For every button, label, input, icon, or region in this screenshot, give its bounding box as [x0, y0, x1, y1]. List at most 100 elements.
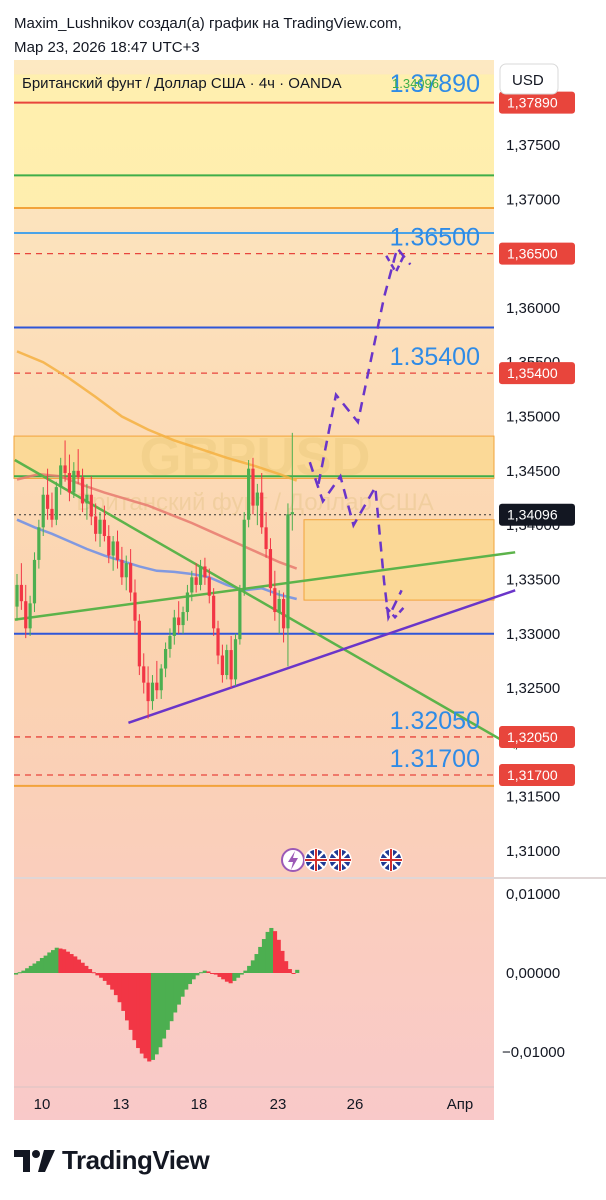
- osc-bar-21: [91, 972, 96, 974]
- candle-61: [281, 592, 286, 643]
- candle-11: [63, 440, 67, 482]
- candle-45: [212, 588, 216, 636]
- trend-line-2: [128, 589, 516, 725]
- candle-56: [260, 473, 264, 534]
- candle-14: [76, 449, 80, 484]
- osc-bar-50: [199, 972, 204, 974]
- uk-flag-icon[interactable]: [328, 848, 352, 872]
- candle-body-60: [277, 599, 281, 613]
- candle-body-15: [80, 477, 85, 504]
- candle-9: [54, 481, 58, 526]
- candle-body-10: [59, 465, 63, 488]
- candle-body-40: [190, 577, 194, 593]
- osc-bar-57: [224, 973, 229, 982]
- candle-48: [225, 644, 229, 680]
- candle-body-39: [185, 592, 190, 613]
- candle-43: [203, 557, 207, 585]
- candle-body-9: [54, 487, 58, 520]
- current-price-tag-text: 1,34096: [507, 507, 558, 523]
- osc-bar-53: [210, 973, 215, 974]
- candle-body-35: [168, 635, 172, 649]
- osc-bar-41: [165, 973, 170, 1030]
- candle-body-20: [102, 519, 106, 537]
- candle-body-48: [225, 650, 229, 676]
- candle-body-37: [177, 617, 181, 626]
- projection-arrowhead-up: [385, 255, 405, 275]
- x-tick-2: 18: [191, 1096, 208, 1113]
- candle-17: [89, 476, 93, 526]
- level-tag-text-4: 1,31700: [507, 767, 558, 783]
- level-label-2: 1.35400: [390, 343, 480, 371]
- uk-flag-icon[interactable]: [304, 848, 328, 872]
- osc-bar-43: [173, 973, 178, 1013]
- candle-10: [59, 457, 63, 495]
- osc-bar-70: [273, 931, 278, 973]
- candle-1: [19, 563, 23, 610]
- candle-body-19: [98, 519, 102, 534]
- osc-bar-24: [102, 973, 107, 981]
- osc-bar-44: [176, 973, 181, 1005]
- osc-bar-68: [265, 931, 270, 973]
- osc-bar-71: [276, 939, 281, 973]
- candle-body-17: [89, 494, 93, 517]
- osc-tick-2: −0,01000: [502, 1044, 565, 1061]
- osc-bar-17: [76, 959, 81, 973]
- candle-60: [277, 590, 281, 634]
- candle-37: [177, 601, 181, 634]
- level-label-0: 1.37890: [390, 70, 480, 98]
- candle-body-26: [129, 563, 133, 593]
- x-tick-5: Апр: [447, 1096, 473, 1113]
- level-tag-3: [499, 725, 575, 748]
- osc-bar-19: [84, 965, 89, 973]
- currency-button[interactable]: USD: [499, 63, 559, 95]
- osc-bar-42: [169, 973, 174, 1022]
- candle-24: [120, 546, 124, 585]
- osc-bar-11: [54, 947, 59, 973]
- x-tick-3: 23: [270, 1096, 287, 1113]
- symbol-title: Британский фунт / Доллар США · 4ч · OAND…: [22, 75, 342, 92]
- lightning-icon[interactable]: [281, 848, 305, 872]
- osc-bar-36: [147, 973, 152, 1062]
- price-tick-5: 1,35000: [506, 409, 560, 426]
- uk-flag-icon-cross-red: [305, 849, 327, 871]
- uk-flag-icon-cross-red: [329, 849, 351, 871]
- candle-25: [124, 555, 128, 591]
- ma-fast-line: [16, 518, 297, 601]
- candle-18: [94, 503, 98, 542]
- candle-body-32: [155, 682, 159, 691]
- projection-path-up: [317, 245, 412, 485]
- candle-12: [67, 454, 72, 502]
- osc-bar-18: [80, 962, 85, 973]
- candle-39: [185, 584, 190, 621]
- osc-bar-62: [243, 970, 248, 973]
- chart: GBPUSD Британский фунт / Доллар США 1.37…: [13, 60, 606, 1120]
- osc-bar-63: [247, 965, 252, 973]
- level-tag-text-1: 1,36500: [507, 246, 558, 262]
- osc-bar-1: [17, 972, 22, 974]
- candle-5: [37, 519, 41, 569]
- candle-31: [150, 675, 155, 710]
- candle-32: [155, 660, 159, 699]
- candle-body-22: [111, 541, 115, 556]
- candle-body-14: [76, 470, 80, 478]
- osc-bar-74: [287, 969, 292, 973]
- candle-body-43: [203, 566, 207, 578]
- osc-bar-72: [280, 950, 285, 973]
- osc-bar-37: [150, 973, 155, 1060]
- candle-body-63: [290, 512, 294, 515]
- uk-flag-icon[interactable]: [379, 848, 403, 872]
- osc-bar-3: [25, 968, 30, 973]
- uk-flag-icon-cross-red: [380, 849, 402, 871]
- osc-bar-8: [43, 955, 48, 973]
- current-price-tag: [499, 503, 575, 526]
- candle-body-28: [137, 620, 141, 667]
- candle-body-5: [37, 527, 41, 560]
- candle-62: [286, 503, 290, 667]
- level-label-3: 1.32050: [390, 707, 480, 735]
- candle-body-7: [45, 494, 50, 509]
- candle-body-18: [94, 516, 98, 534]
- candle-38: [181, 606, 185, 634]
- candle-52: [242, 512, 246, 596]
- candle-body-3: [28, 603, 32, 629]
- candle-4: [32, 552, 37, 613]
